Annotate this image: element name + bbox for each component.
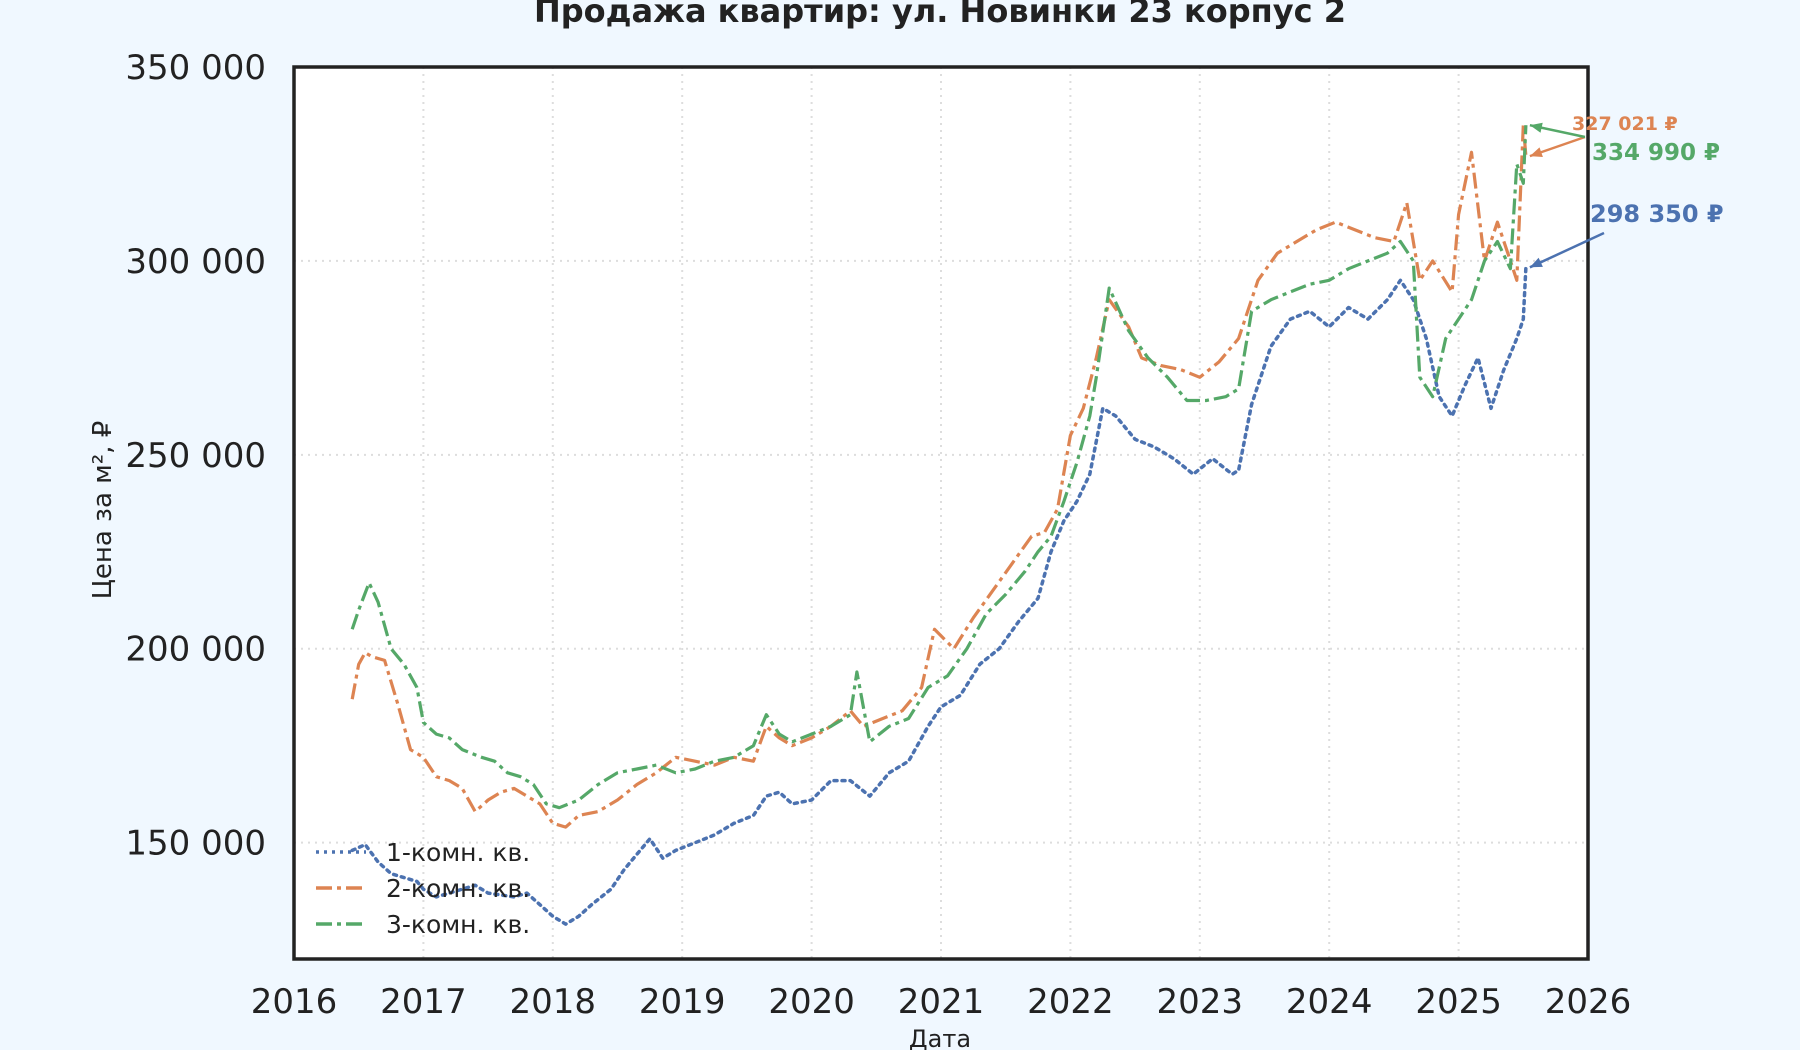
y-tick-label: 200 000	[125, 630, 266, 670]
annotation-arrow	[1529, 231, 1605, 269]
series-lines	[350, 123, 1528, 926]
series-line-1	[350, 265, 1528, 926]
x-tick-label: 2016	[251, 982, 338, 1022]
x-tick-label: 2021	[898, 982, 985, 1022]
x-axis-ticks: 2016 2017 2018 2019 2020 2021 2022 2023 2024 2025…	[251, 982, 1632, 1022]
y-tick-label: 150 000	[125, 824, 266, 864]
y-axis-ticks: 150 000 200 000 250 000 300 000 350 000	[125, 48, 266, 864]
x-tick-label: 2017	[380, 982, 467, 1022]
annotation-label: 334 990 ₽	[1592, 140, 1720, 166]
y-axis-label: Цена за м², ₽	[88, 421, 118, 600]
plot-frame	[292, 65, 1590, 961]
x-tick-label: 2024	[1286, 982, 1373, 1022]
y-tick-label: 250 000	[125, 436, 266, 476]
x-tick-label: 2018	[510, 982, 597, 1022]
y-tick-label: 300 000	[125, 242, 266, 282]
x-tick-label: 2019	[639, 982, 726, 1022]
annotation-arrowhead	[1529, 257, 1543, 268]
legend-label: 2-комн. кв.	[386, 874, 530, 903]
legend-label: 1-комн. кв.	[386, 838, 530, 867]
y-tick-label: 350 000	[125, 48, 266, 88]
annotation-arrowhead	[1529, 122, 1543, 133]
legend-label: 3-комн. кв.	[386, 910, 530, 939]
annotation-arrowhead	[1529, 147, 1543, 157]
series-line-3	[350, 125, 1528, 810]
end-value-annotations: 298 350 ₽ 327 021 ₽ 334 990 ₽	[1529, 113, 1724, 269]
x-tick-label: 2026	[1545, 982, 1632, 1022]
x-axis-label: Дата	[909, 1025, 971, 1050]
x-tick-label: 2023	[1157, 982, 1244, 1022]
series-line-2	[350, 123, 1528, 829]
annotation-label: 327 021 ₽	[1572, 113, 1678, 135]
x-tick-label: 2020	[768, 982, 855, 1022]
x-tick-label: 2022	[1027, 982, 1114, 1022]
legend: 1-комн. кв. 2-комн. кв. 3-комн. кв.	[316, 838, 530, 939]
x-tick-label: 2025	[1415, 982, 1502, 1022]
annotation-label: 298 350 ₽	[1590, 200, 1724, 228]
chart-title: Продажа квартир: ул. Новинки 23 корпус 2	[534, 0, 1346, 30]
